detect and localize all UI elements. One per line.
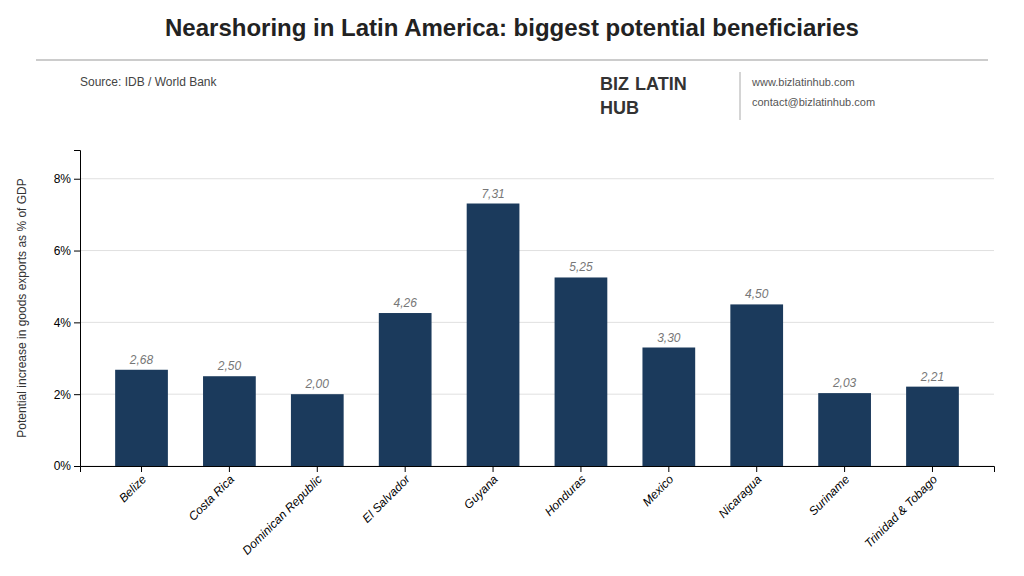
x-tick-label: Guyana	[461, 472, 501, 512]
separator	[740, 72, 741, 120]
x-tick-label: Honduras	[542, 472, 589, 519]
x-tick-label: Costa Rica	[186, 472, 238, 524]
x-axis-line	[81, 467, 995, 473]
grid-line	[80, 178, 994, 179]
x-tick-label: Dominican Republic	[240, 472, 325, 557]
data-label: 7,31	[481, 187, 504, 201]
data-label: 5,25	[569, 260, 593, 274]
y-tick-mark	[74, 466, 80, 467]
x-tick-mark	[932, 466, 933, 472]
y-axis-title: Potential increase in goods exports as %…	[15, 178, 29, 437]
y-tick-mark	[74, 394, 80, 395]
x-tick: Costa Rica	[186, 466, 238, 524]
bar	[555, 277, 608, 466]
x-tick: Trinidad & Tobago	[862, 466, 941, 551]
y-tick: 0%	[54, 459, 80, 473]
bar	[906, 387, 959, 466]
annotation: BIZ	[600, 74, 629, 94]
bar	[115, 370, 168, 466]
data-label: 2,50	[217, 359, 242, 373]
bars	[115, 204, 959, 466]
y-tick: 8%	[54, 172, 80, 186]
x-tick: Suriname	[806, 466, 852, 518]
x-tick-mark	[580, 466, 581, 472]
x-tick: Mexico	[640, 466, 677, 509]
y-tick-label: 8%	[54, 172, 72, 186]
bar	[379, 313, 432, 466]
y-axis-line	[74, 151, 81, 467]
y-tick: 4%	[54, 316, 80, 330]
source: Source: IDB / World Bank	[80, 75, 218, 89]
data-label: 3,30	[657, 331, 681, 345]
x-tick-label: Belize	[116, 472, 149, 505]
x-tick: Guyana	[461, 466, 501, 512]
x-tick-label: El Salvador	[360, 472, 414, 526]
x-tick-mark	[493, 466, 494, 472]
x-tick-mark	[405, 466, 406, 472]
x-tick-mark	[141, 466, 142, 472]
x-tick: El Salvador	[360, 466, 414, 526]
bar	[642, 348, 695, 467]
y-tick-mark	[74, 322, 80, 323]
chart: Nearshoring in Latin America: biggest po…	[0, 0, 1024, 576]
x-tick-label: Nicaragua	[716, 472, 765, 521]
x-tick-label: Trinidad & Tobago	[862, 472, 941, 551]
y-tick-label: 2%	[54, 388, 72, 402]
x-tick: Nicaragua	[716, 466, 765, 521]
x-tick-mark	[668, 466, 669, 472]
annotations: BIZ LATIN HUB www.bizlatinhub.com contact@bi…	[600, 74, 875, 118]
data-label: 2,68	[129, 353, 154, 367]
annotation: www.bizlatinhub.com	[751, 76, 855, 88]
y-tick: 2%	[54, 388, 80, 402]
x-axis: Belize Costa RicaDominican Republic El Sal…	[81, 466, 995, 558]
bar	[291, 394, 344, 466]
y-tick-mark	[74, 251, 80, 252]
data-label: 4,26	[393, 296, 417, 310]
annotation: LATIN	[635, 74, 687, 94]
x-tick-mark	[756, 466, 757, 472]
y-tick: 6%	[54, 244, 80, 258]
bar	[818, 393, 871, 466]
data-label: 2,21	[920, 370, 944, 384]
x-tick-mark	[229, 466, 230, 472]
data-label: 2,03	[832, 376, 857, 390]
annotation: HUB	[600, 98, 639, 118]
y-tick-mark	[74, 179, 80, 180]
x-tick-mark	[317, 466, 318, 472]
grid-line	[80, 250, 994, 251]
x-tick-label: Mexico	[640, 472, 677, 509]
y-tick-label: 0%	[54, 459, 72, 473]
x-tick: Honduras	[542, 466, 589, 519]
data-labels: 2,68 2,50 2,00 4,26 7,31 5,25 3,30 4,50 2,03 2,21	[129, 187, 944, 392]
title: Nearshoring in Latin America: biggest po…	[165, 14, 859, 41]
y-axis: 0% 2% 4% 6% 8%	[54, 151, 81, 474]
grid	[80, 179, 994, 466]
data-label: 4,50	[745, 287, 769, 301]
annotation: contact@bizlatinhub.com	[752, 96, 875, 108]
y-tick-label: 6%	[54, 244, 72, 258]
x-tick-label: Suriname	[806, 472, 852, 518]
x-tick: Belize	[116, 466, 149, 505]
x-tick-mark	[844, 466, 845, 472]
grid-line	[80, 322, 994, 323]
bar	[467, 204, 520, 466]
y-tick-label: 4%	[54, 316, 72, 330]
bar	[730, 304, 783, 466]
title-rule	[36, 60, 988, 61]
bar	[203, 376, 256, 466]
data-label: 2,00	[305, 377, 330, 391]
x-tick: Dominican Republic	[240, 466, 325, 558]
